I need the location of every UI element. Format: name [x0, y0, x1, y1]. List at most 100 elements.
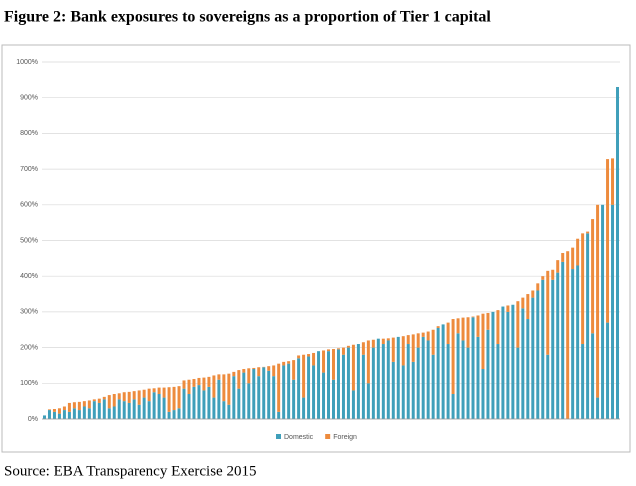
bar-segment	[117, 393, 121, 400]
bar-segment	[536, 283, 540, 291]
bar-segment	[406, 335, 410, 345]
bar-segment	[426, 340, 430, 419]
bar-segment	[531, 297, 535, 419]
bar-segment	[237, 370, 241, 389]
bar-segment	[611, 158, 615, 205]
bar-segment	[381, 344, 385, 419]
bar-segment	[526, 319, 530, 419]
bar-segment	[586, 231, 590, 234]
bar-segment	[606, 322, 610, 419]
bar-segment	[561, 252, 565, 262]
bar-segment	[496, 344, 500, 419]
bar-segment	[351, 344, 355, 391]
source: Source: EBA Transparency Exercise 2015	[4, 463, 256, 479]
bar-segment	[436, 326, 440, 328]
bar-segment	[252, 367, 256, 370]
bar-segment	[177, 408, 181, 419]
bar-segment	[401, 365, 405, 419]
bar-segment	[322, 350, 326, 373]
bar-segment	[426, 331, 430, 341]
bar-segment	[202, 390, 206, 419]
legend-label: Foreign	[333, 434, 357, 441]
bar-segment	[396, 336, 400, 419]
bar-segment	[391, 361, 395, 419]
bar-segment	[317, 351, 321, 419]
bar-segment	[242, 369, 246, 373]
bar-segment	[42, 415, 46, 419]
bar-segment	[92, 401, 96, 419]
bar-segment	[82, 406, 86, 419]
bar-segment	[476, 315, 480, 337]
bar-segment	[172, 410, 176, 419]
bar-segment	[506, 311, 510, 419]
bar-segment	[471, 316, 475, 318]
bar-segment	[227, 404, 231, 419]
bar-segment	[122, 392, 126, 402]
bar-segment	[341, 347, 345, 355]
bar-segment	[297, 355, 301, 359]
bar-segment	[346, 347, 350, 419]
bar-segment	[576, 265, 580, 419]
bar-segment	[341, 354, 345, 419]
bar-segment	[197, 385, 201, 419]
bar-segment	[187, 379, 191, 395]
bar-segment	[312, 352, 316, 366]
bar-segment	[346, 345, 350, 348]
bar-segment	[97, 398, 101, 403]
bar-segment	[157, 387, 161, 395]
bar-segment	[466, 347, 470, 419]
bar-segment	[247, 368, 251, 384]
bar-segment	[102, 399, 106, 419]
bar-segment	[257, 367, 261, 377]
bar-segment	[601, 204, 605, 419]
bar-segment	[302, 397, 306, 419]
bar-segment	[581, 233, 585, 345]
bar-segment	[112, 394, 116, 407]
legend-swatch	[276, 434, 281, 439]
bar-segment	[351, 390, 355, 419]
bar-segment	[606, 159, 610, 323]
bar-segment	[371, 339, 375, 348]
bar-segment	[162, 387, 166, 398]
bar-segment	[267, 366, 271, 371]
y-tick-label: 100%	[20, 380, 38, 387]
bar-segment	[526, 294, 530, 320]
bar-segment	[461, 317, 465, 341]
bar-segment	[292, 379, 296, 419]
bar-segment	[132, 399, 136, 419]
bar-segment	[381, 338, 385, 345]
bar-segment	[82, 401, 86, 407]
bar-segment	[152, 392, 156, 419]
bar-segment	[511, 304, 515, 419]
bar-segment	[237, 388, 241, 419]
bar-segment	[521, 297, 525, 309]
bar-segment	[107, 395, 111, 409]
y-tick-label: 400%	[20, 273, 38, 280]
bar-segment	[596, 204, 600, 398]
bar-segment	[421, 332, 425, 337]
bar-segment	[147, 388, 151, 402]
bar-segment	[47, 410, 51, 419]
bar-segment	[142, 389, 146, 398]
bar-segment	[222, 401, 226, 419]
bar-segment	[501, 306, 505, 419]
legend-label: Domestic	[284, 434, 314, 441]
bar-segment	[242, 372, 246, 419]
bar-segment	[67, 411, 71, 419]
bar-segment	[272, 365, 276, 377]
bar-segment	[327, 351, 331, 419]
bar-segment	[192, 386, 196, 419]
bar-segment	[591, 333, 595, 419]
bar-segment	[481, 313, 485, 370]
bar-segment	[92, 399, 96, 402]
bar-segment	[292, 360, 296, 380]
bar-segment	[441, 324, 445, 419]
bar-segment	[571, 269, 575, 419]
bar-segment	[451, 319, 455, 395]
bar-segment	[182, 388, 186, 419]
bar-segment	[67, 402, 71, 412]
bar-segment	[87, 408, 91, 419]
bar-segment	[436, 327, 440, 419]
bar-segment	[322, 372, 326, 419]
